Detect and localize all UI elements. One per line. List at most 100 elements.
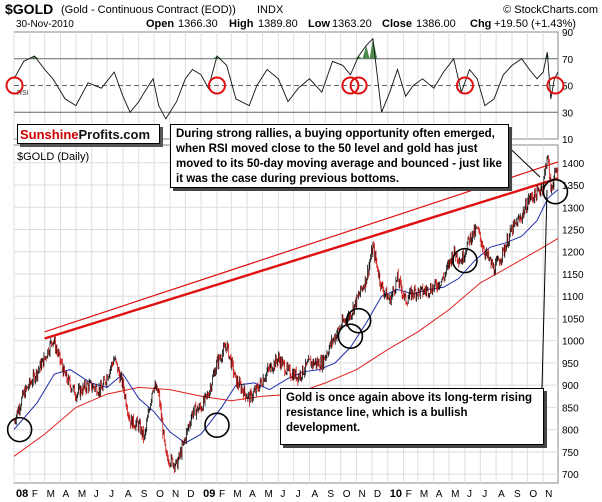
price-panel-label: $GOLD (Daily) xyxy=(17,151,89,163)
price-tick-label: 1000 xyxy=(562,337,585,348)
brand-part2: Profits.com xyxy=(78,127,151,142)
price-tick-label: 900 xyxy=(562,381,579,392)
price-highlight-circle xyxy=(542,178,569,205)
x-tick-label: A xyxy=(498,489,505,500)
x-tick-label: N xyxy=(172,489,179,500)
price-tick-label: 850 xyxy=(562,403,579,414)
x-tick-label: M xyxy=(233,489,241,500)
price-tick-label: 1300 xyxy=(562,203,585,214)
resistance-trendlines xyxy=(44,161,559,340)
rsi-tick-label: 90 xyxy=(562,28,574,39)
x-tick-label: N xyxy=(359,489,366,500)
x-tick-label: J xyxy=(280,489,285,500)
chg-value: +19.50 (+1.43%) xyxy=(494,18,576,30)
x-tick-label: A xyxy=(125,489,132,500)
price-tick-label: 1150 xyxy=(562,270,584,281)
x-tick-label: O xyxy=(156,489,164,500)
x-tick-label: M xyxy=(264,489,272,500)
annotation-top: During strong rallies, a buying opportun… xyxy=(170,124,509,188)
x-tick-label: D xyxy=(374,489,381,500)
price-highlight-circle xyxy=(6,416,33,443)
x-tick-label: F xyxy=(32,489,38,500)
price-tick-labels: 700 750 800 850 900 950 1000 1050 1100 1150 1200 12… xyxy=(562,159,585,481)
rsi-overbought-area xyxy=(362,45,370,59)
x-tick-label: J xyxy=(109,489,114,500)
chart-source: © StockCharts.com xyxy=(503,4,598,16)
rsi-tick-label: 50 xyxy=(562,82,574,93)
price-tick-label: 750 xyxy=(562,448,579,459)
price-tick-label: 1400 xyxy=(562,159,585,170)
x-tick-label: O xyxy=(529,489,537,500)
x-tick-label: A xyxy=(312,489,319,500)
x-tick-label: J xyxy=(94,489,99,500)
price-tick-label: 1100 xyxy=(562,292,584,303)
price-bars xyxy=(13,154,559,474)
x-tick-label: M xyxy=(451,489,459,500)
x-tick-label: J xyxy=(296,489,301,500)
open-label: Open xyxy=(146,18,174,30)
annotation-bottom: Gold is once again above its long-term r… xyxy=(280,388,544,445)
rsi-tick-label: 30 xyxy=(562,108,574,119)
x-tick-label: 08 xyxy=(16,488,28,500)
open-value: 1366.30 xyxy=(178,18,218,30)
rsi-highlight-circle xyxy=(341,76,360,95)
price-highlight-circle xyxy=(337,323,364,350)
sunshine-profits-logo: SunshineProfits.com xyxy=(17,124,160,144)
close-value: 1386.00 xyxy=(416,18,456,30)
x-tick-label: S xyxy=(327,489,334,500)
rsi-overbought-area xyxy=(29,56,40,59)
x-tick-label: S xyxy=(514,489,521,500)
price-tick-label: 1350 xyxy=(562,181,585,192)
x-tick-label: A xyxy=(436,489,443,500)
chart-symbol: $GOLD xyxy=(5,1,53,17)
high-value: 1389.80 xyxy=(258,18,298,30)
x-tick-label: J xyxy=(467,489,472,500)
x-tick-label: M xyxy=(47,489,55,500)
x-tick-label: D xyxy=(187,489,194,500)
rsi-highlight-circle xyxy=(349,76,368,95)
brand-part1: Sunshine xyxy=(20,127,79,142)
chg-label: Chg xyxy=(470,18,491,30)
rsi-tag: RSI xyxy=(17,90,29,97)
high-label: High xyxy=(229,18,254,30)
resistance-line xyxy=(44,161,559,333)
x-tick-labels: 08 F M A M J J A S O N D 09 F M A M J J A S O N D 10 F M A M J J A S O N xyxy=(16,488,552,500)
x-tick-label: A xyxy=(63,489,70,500)
x-tick-label: M xyxy=(78,489,86,500)
chart-exchange: INDX xyxy=(257,4,284,16)
low-value: 1363.20 xyxy=(332,18,372,30)
x-tick-label: 09 xyxy=(203,488,215,500)
low-label: Low xyxy=(308,18,330,30)
rsi-line xyxy=(13,37,559,120)
price-tick-label: 1250 xyxy=(562,226,585,237)
x-tick-label: J xyxy=(482,489,487,500)
annotation-pointer-bottom xyxy=(541,189,548,389)
rsi-highlight-circle xyxy=(546,76,565,95)
price-highlight-circles xyxy=(6,178,569,443)
x-tick-label: F xyxy=(219,489,225,500)
x-tick-label: M xyxy=(420,489,428,500)
price-highlight-circle xyxy=(452,247,478,274)
x-tick-label: 10 xyxy=(390,488,402,500)
rsi-highlight-circles xyxy=(5,76,565,95)
price-tick-label: 1050 xyxy=(562,314,585,325)
chart-description: (Gold - Continuous Contract (EOD)) xyxy=(61,4,236,16)
rsi-tick-labels: 90 70 50 30 10 xyxy=(562,28,574,146)
rsi-tick-label: 10 xyxy=(562,135,574,146)
rsi-tick-label: 70 xyxy=(562,55,574,66)
price-tick-label: 950 xyxy=(562,359,579,370)
price-tick-label: 700 xyxy=(562,470,579,481)
rsi-highlight-circle xyxy=(207,76,226,95)
price-highlight-circle xyxy=(345,307,372,334)
rsi-highlight-circle xyxy=(5,76,24,95)
resistance-line xyxy=(44,177,559,340)
x-tick-label: S xyxy=(141,489,148,500)
x-tick-label: A xyxy=(249,489,256,500)
chart-date: 30-Nov-2010 xyxy=(16,19,74,30)
rsi-highlight-circle xyxy=(455,76,474,95)
x-tick-label: O xyxy=(343,489,351,500)
price-tick-label: 800 xyxy=(562,426,579,437)
close-label: Close xyxy=(382,18,412,30)
